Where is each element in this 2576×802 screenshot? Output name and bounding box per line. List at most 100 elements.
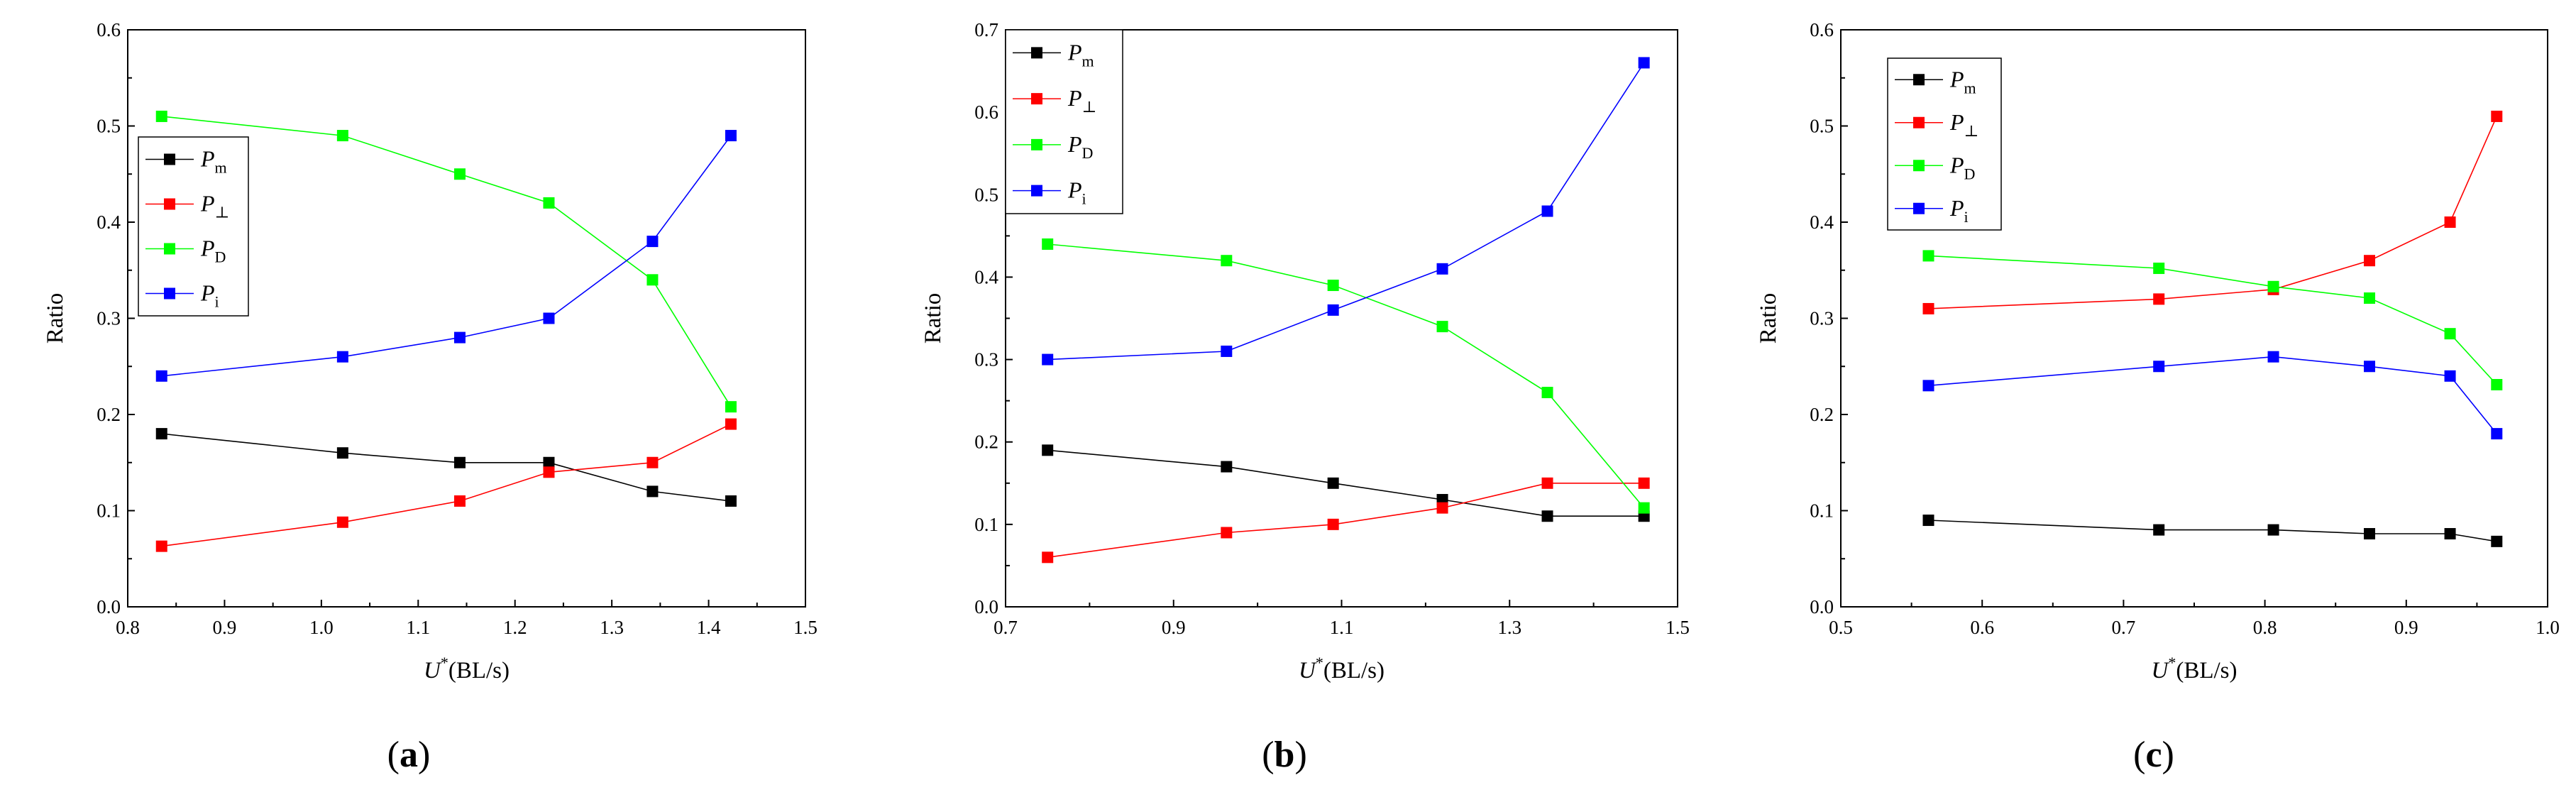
y-axis-title: Ratio: [43, 293, 68, 344]
data-point-c-2-0: [1922, 250, 1934, 262]
data-point-b-3-3: [1436, 263, 1448, 275]
y-tick-label: 0.6: [974, 101, 998, 123]
series-line-b-3: [1047, 62, 1645, 361]
legend-entry-3: Pi: [200, 280, 219, 311]
x-tick-label: 0.8: [2253, 617, 2277, 638]
data-point-a-0-3: [543, 456, 555, 468]
chart-panel-a: 0.0 0.1 0.2 0.3 0.4 0.5 0.6 0.8 0.9 1.0 1.1 1.2 1.3 1…: [43, 19, 818, 775]
y-axis-title: Ratio: [920, 293, 946, 344]
series-line-c-0: [1928, 520, 2497, 542]
legend-subscript: D: [1082, 144, 1094, 162]
data-point-c-0-0: [1922, 515, 1934, 527]
y-tick-label: 0.2: [1810, 404, 1834, 425]
legend-entry-3: Pi: [1949, 195, 1969, 226]
y-tick-label: 0.4: [974, 266, 998, 287]
legend-marker: [164, 153, 175, 165]
data-point-a-2-2: [453, 168, 466, 180]
y-tick-label: 0.2: [974, 432, 998, 453]
x-tick-label: 0.6: [1970, 617, 1994, 638]
legend-symbol: P: [1949, 152, 1964, 177]
data-point-c-3-0: [1922, 380, 1934, 392]
y-tick-label: 0.0: [1810, 596, 1834, 617]
data-point-c-1-4: [2444, 216, 2456, 228]
data-point-c-0-3: [2364, 528, 2376, 540]
x-axis-title-units: (BL/s): [448, 658, 510, 683]
data-point-c-0-5: [2491, 535, 2503, 547]
legend-symbol: P: [1067, 39, 1082, 65]
legend-marker: [1031, 185, 1042, 197]
data-point-c-2-4: [2444, 328, 2456, 340]
data-point-b-1-5: [1638, 477, 1650, 489]
x-tick-label: 0.8: [116, 617, 140, 638]
data-point-a-3-2: [453, 331, 466, 344]
data-point-a-2-5: [725, 401, 737, 413]
y-tick-label: 0.4: [97, 212, 121, 233]
data-point-b-2-2: [1327, 280, 1339, 292]
legend-subscript: m: [1964, 79, 1976, 97]
data-point-c-3-2: [2267, 351, 2279, 363]
data-point-a-0-5: [725, 495, 737, 507]
legend-entry-0: Pm: [1949, 66, 1976, 97]
series-line-b-2: [1047, 243, 1645, 509]
panel-label-open: (: [2133, 735, 2145, 775]
legend-marker: [164, 287, 175, 300]
x-tick-label: 0.7: [993, 617, 1018, 638]
legend-subscript: i: [1082, 190, 1086, 208]
data-point-b-2-1: [1221, 255, 1233, 267]
data-point-a-1-5: [725, 418, 737, 430]
y-tick-label: 0.1: [97, 500, 121, 522]
data-point-b-1-2: [1327, 518, 1339, 530]
legend-symbol: P: [1949, 195, 1964, 221]
data-point-a-3-0: [155, 370, 167, 382]
legend-subscript: D: [215, 248, 226, 266]
panel-label-letter: b: [1275, 735, 1295, 775]
y-tick-label: 0.0: [97, 596, 121, 617]
data-point-b-0-4: [1541, 510, 1553, 522]
data-point-a-0-2: [453, 456, 466, 468]
data-point-c-2-3: [2364, 292, 2376, 304]
data-point-b-1-4: [1541, 477, 1553, 489]
y-axis-title: Ratio: [1756, 293, 1781, 344]
legend-symbol: P: [1067, 177, 1082, 203]
data-point-b-3-0: [1042, 353, 1054, 366]
legend-subscript: m: [1082, 52, 1094, 70]
panel-label-letter: a: [400, 735, 418, 775]
x-tick-label: 0.9: [2394, 617, 2418, 638]
data-point-b-0-2: [1327, 477, 1339, 489]
data-point-c-3-1: [2153, 361, 2165, 373]
x-tick-label: 1.5: [1666, 617, 1690, 638]
data-point-a-0-1: [336, 447, 348, 459]
legend-symbol: P: [1949, 66, 1964, 92]
y-tick-label: 0.2: [97, 404, 121, 425]
data-point-a-3-1: [336, 351, 348, 363]
y-tick-label: 0.5: [97, 116, 121, 137]
y-tick-label: 0.3: [974, 349, 998, 370]
x-tick-label: 0.9: [213, 617, 237, 638]
data-point-b-1-0: [1042, 551, 1054, 564]
panel-label-letter: c: [2145, 735, 2162, 775]
data-point-a-1-0: [155, 540, 167, 552]
series-line-c-3: [1928, 356, 2497, 434]
legend-marker: [1913, 116, 1925, 128]
data-point-b-0-1: [1221, 461, 1233, 473]
legend-marker: [1031, 93, 1042, 105]
data-point-b-3-2: [1327, 304, 1339, 316]
x-tick-label: 1.5: [793, 617, 818, 638]
legend-symbol: P: [1067, 85, 1082, 111]
data-point-c-0-2: [2267, 524, 2279, 536]
legend-marker: [1913, 160, 1925, 172]
data-point-c-3-4: [2444, 370, 2456, 382]
data-point-b-3-5: [1638, 57, 1650, 69]
legend-symbol: P: [200, 236, 215, 261]
legend-symbol: P: [1067, 131, 1082, 157]
data-point-a-1-1: [336, 516, 348, 528]
legend-entry-1: P⊥: [200, 191, 229, 221]
legend-box: [1005, 29, 1123, 214]
data-point-b-2-3: [1436, 321, 1448, 333]
panel-label-a: (a): [387, 735, 431, 775]
chart-panel-b: 0.0 0.1 0.2 0.3 0.4 0.5 0.6 0.7 0.7 0.9 1.1 1.3 1.5 R…: [920, 19, 1690, 775]
chart-panel-c: 0.0 0.1 0.2 0.3 0.4 0.5 0.6 0.5 0.6 0.7 0.8 0.9 1.0 R…: [1756, 19, 2560, 775]
